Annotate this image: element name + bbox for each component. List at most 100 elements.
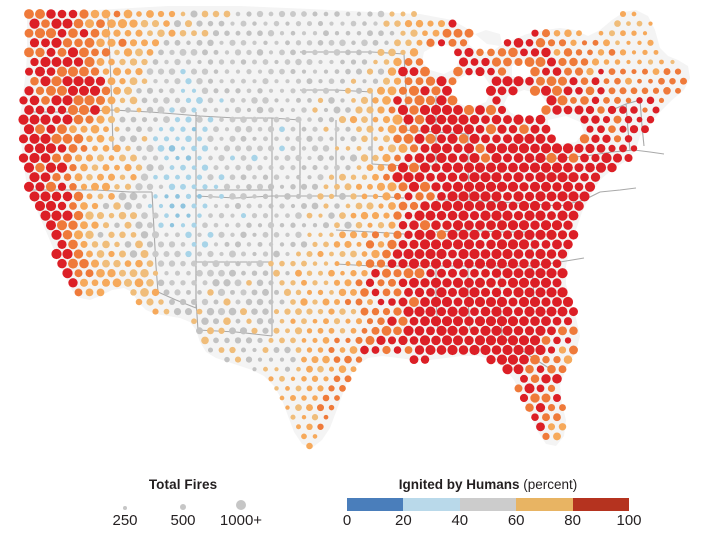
fire-dot bbox=[119, 231, 126, 239]
fire-dot bbox=[541, 29, 551, 38]
fire-dot bbox=[436, 76, 447, 87]
fire-dot bbox=[420, 66, 430, 77]
fire-dot bbox=[180, 183, 186, 190]
fire-dot bbox=[562, 143, 574, 154]
fire-dot bbox=[459, 268, 468, 278]
fire-dot bbox=[497, 258, 507, 269]
fire-dot bbox=[350, 366, 357, 373]
fire-dot bbox=[196, 308, 203, 315]
fire-dot bbox=[90, 259, 100, 268]
fire-dot bbox=[414, 95, 425, 106]
fire-dot bbox=[56, 220, 68, 231]
fire-dot bbox=[563, 220, 573, 230]
fire-dot bbox=[86, 193, 93, 200]
fire-dot bbox=[201, 317, 209, 325]
fire-dot bbox=[425, 114, 436, 125]
fire-dot bbox=[153, 78, 158, 84]
fire-dot bbox=[569, 57, 578, 67]
fire-dot bbox=[551, 85, 563, 96]
fire-dot bbox=[345, 49, 351, 56]
fire-dot bbox=[607, 105, 617, 115]
fire-dot bbox=[69, 183, 77, 191]
fire-dot bbox=[114, 49, 120, 56]
fire-dot bbox=[290, 107, 296, 113]
fire-dot bbox=[469, 172, 480, 183]
fire-dot bbox=[234, 337, 242, 344]
fire-dot bbox=[392, 249, 403, 259]
fire-dot bbox=[541, 105, 551, 115]
fire-dot bbox=[306, 385, 313, 392]
fire-dot bbox=[289, 394, 297, 402]
fire-dot bbox=[518, 200, 530, 212]
state-border bbox=[436, 199, 501, 203]
fire-dot bbox=[246, 11, 252, 17]
fire-dot bbox=[279, 88, 285, 93]
fire-dot bbox=[23, 162, 35, 173]
fire-dot bbox=[18, 153, 29, 163]
fire-dot bbox=[169, 88, 175, 94]
fire-dot bbox=[442, 278, 452, 288]
fire-dot bbox=[361, 39, 368, 47]
fire-dot bbox=[371, 249, 380, 259]
fire-dot bbox=[350, 288, 357, 296]
fire-dot bbox=[382, 308, 391, 316]
fire-dot bbox=[558, 326, 567, 336]
fire-dot bbox=[502, 210, 513, 221]
fire-dot bbox=[580, 58, 589, 66]
fire-dot bbox=[290, 165, 296, 171]
fire-dot bbox=[57, 47, 67, 57]
fire-dot bbox=[475, 124, 485, 134]
fire-dot bbox=[563, 48, 573, 57]
fire-dot bbox=[547, 134, 556, 144]
fire-dot bbox=[557, 306, 568, 317]
fire-dot bbox=[312, 11, 318, 17]
fire-dot bbox=[496, 354, 508, 365]
fire-dot bbox=[345, 11, 351, 17]
fire-dot bbox=[252, 136, 257, 141]
fire-dot bbox=[196, 78, 203, 85]
fire-dot bbox=[125, 107, 131, 113]
fire-dot bbox=[502, 134, 513, 144]
fire-dot bbox=[547, 39, 556, 47]
fire-dot bbox=[574, 163, 584, 173]
color-legend-bar bbox=[347, 498, 630, 511]
fire-dot bbox=[246, 30, 252, 36]
fire-dot bbox=[636, 116, 643, 123]
fire-dot bbox=[108, 135, 115, 142]
fire-dot bbox=[340, 59, 345, 65]
fire-dot bbox=[574, 105, 584, 115]
fire-dot bbox=[647, 59, 654, 65]
fire-dot bbox=[442, 143, 452, 154]
fire-dot bbox=[398, 201, 408, 211]
color-tick-40: 40 bbox=[451, 512, 469, 529]
fire-dot bbox=[41, 96, 50, 105]
fire-dot bbox=[219, 251, 224, 257]
fire-dot bbox=[301, 433, 307, 440]
fire-dot bbox=[190, 260, 198, 267]
fire-dot bbox=[240, 20, 247, 27]
fire-dot bbox=[246, 260, 252, 267]
fire-dot bbox=[350, 212, 357, 219]
fire-dot bbox=[414, 153, 425, 163]
fire-dot bbox=[480, 249, 491, 259]
fire-dot bbox=[453, 143, 463, 154]
fire-dot bbox=[663, 68, 671, 76]
fire-dot bbox=[345, 126, 351, 132]
fire-dot bbox=[496, 143, 508, 154]
fire-dot bbox=[367, 183, 373, 190]
fire-dot bbox=[345, 107, 351, 113]
fire-dot bbox=[525, 403, 534, 412]
fire-dot bbox=[372, 173, 379, 181]
fire-dot bbox=[591, 134, 600, 143]
fire-dot bbox=[436, 307, 447, 317]
fire-dot bbox=[569, 345, 578, 355]
fire-dot bbox=[475, 239, 485, 249]
fire-dot bbox=[469, 287, 480, 298]
fire-dot bbox=[448, 249, 457, 259]
fire-dot bbox=[312, 395, 318, 401]
fire-dot bbox=[301, 88, 307, 94]
fire-dot bbox=[284, 308, 291, 315]
fire-dot bbox=[322, 145, 330, 152]
fire-dot bbox=[535, 229, 546, 240]
fire-dot bbox=[235, 30, 241, 36]
